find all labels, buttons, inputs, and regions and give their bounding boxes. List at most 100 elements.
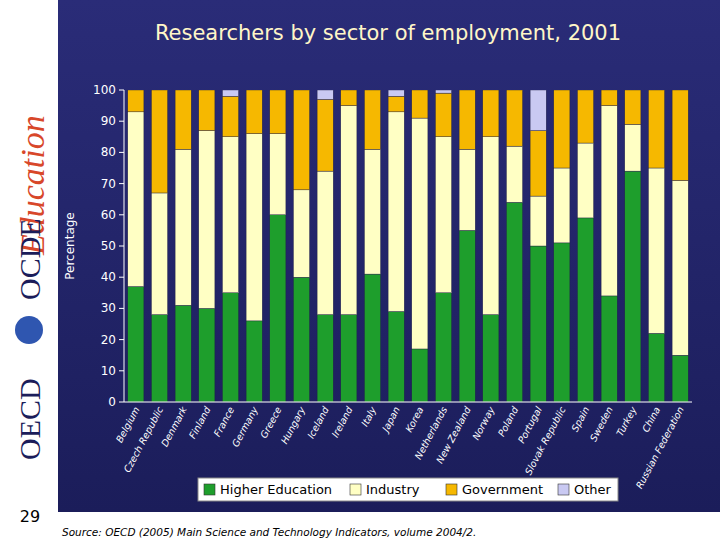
bar-segment: [672, 180, 688, 355]
y-tick: [119, 152, 124, 153]
bar-segment: [648, 168, 664, 333]
bar-segment: [530, 246, 546, 402]
legend-label: Higher Education: [220, 482, 332, 497]
bar-segment: [317, 315, 333, 402]
bar-segment: [388, 112, 404, 312]
bar-segment: [435, 293, 451, 402]
bar-segment: [175, 305, 191, 402]
bar-segment: [293, 277, 309, 402]
bar-segment: [222, 293, 238, 402]
bar-segment: [554, 90, 570, 91]
bar-segment: [151, 193, 167, 315]
legend-label: Other: [574, 482, 612, 497]
bar-segment: [577, 90, 593, 91]
bar-segment: [601, 90, 617, 91]
legend-box: [198, 478, 618, 501]
bar-segment: [412, 90, 428, 118]
y-axis: [124, 90, 125, 402]
bar-segment: [317, 90, 333, 99]
bar-segment: [246, 90, 262, 134]
bar-segment: [435, 93, 451, 137]
bar-segment: [317, 99, 333, 171]
legend-swatch: [350, 484, 361, 495]
bar-segment: [364, 274, 380, 402]
x-tick-label: Hungary: [279, 404, 308, 445]
x-tick-label: Russian Federation: [633, 405, 686, 491]
legend-swatch: [558, 484, 569, 495]
bar-segment: [270, 90, 286, 134]
bar-segment: [672, 355, 688, 402]
y-tick: [119, 402, 124, 403]
bar-segment: [672, 90, 688, 180]
bar-segment: [317, 171, 333, 315]
y-tick: [119, 183, 124, 184]
bar-segment: [483, 137, 499, 315]
bar-segment: [246, 134, 262, 321]
bar-segment: [506, 90, 522, 146]
bar-segment: [601, 90, 617, 106]
chart: EducationOCDEOECD29Researchers by sector…: [0, 0, 720, 540]
bar-segment: [388, 96, 404, 112]
bar-segment: [246, 321, 262, 402]
bar-segment: [246, 90, 262, 91]
bar-segment: [459, 90, 475, 91]
x-tick-label: Sweden: [588, 405, 615, 443]
bar-segment: [364, 149, 380, 274]
x-tick-label: Poland: [496, 404, 521, 438]
bar-segment: [625, 90, 641, 91]
bar-segment: [199, 308, 215, 402]
bar-segment: [648, 333, 664, 402]
bar-segment: [199, 90, 215, 91]
bar-segment: [128, 112, 144, 287]
bar-segment: [483, 90, 499, 91]
bar-segment: [435, 137, 451, 293]
bar-segment: [625, 90, 641, 124]
bar-segment: [459, 230, 475, 402]
bar-segment: [364, 90, 380, 91]
brand-oecd: OECD: [13, 378, 46, 460]
title: Researchers by sector of employment, 200…: [155, 21, 621, 45]
bar-segment: [601, 296, 617, 402]
bar-segment: [151, 90, 167, 193]
bar-segment: [175, 149, 191, 305]
y-tick: [119, 277, 124, 278]
bar-segment: [459, 149, 475, 230]
x-tick-label: Iceland: [305, 404, 331, 440]
bar-segment: [270, 90, 286, 91]
bar-segment: [222, 96, 238, 137]
bar-segment: [530, 90, 546, 131]
y-tick-label: 60: [101, 208, 116, 222]
bar-segment: [222, 90, 238, 96]
y-tick-label: 40: [101, 270, 116, 284]
bar-segment: [483, 315, 499, 402]
bar-segment: [625, 124, 641, 171]
x-tick-label: Ireland: [329, 404, 355, 439]
x-axis: [124, 402, 692, 403]
bar-segment: [128, 90, 144, 112]
bar-segment: [577, 218, 593, 402]
bar-segment: [483, 90, 499, 137]
y-tick: [119, 246, 124, 247]
bar-segment: [412, 90, 428, 91]
bar-segment: [151, 90, 167, 91]
x-tick-label: China: [640, 405, 663, 434]
bar-segment: [672, 90, 688, 91]
y-tick: [119, 214, 124, 215]
x-tick-label: Norway: [470, 404, 497, 441]
bar-segment: [364, 90, 380, 149]
x-tick-label: Greece: [258, 405, 284, 440]
bar-segment: [459, 90, 475, 149]
bar-segment: [293, 90, 309, 190]
bar-segment: [577, 143, 593, 218]
bar-segment: [270, 134, 286, 215]
y-tick: [119, 339, 124, 340]
x-tick-label: Italy: [359, 404, 379, 428]
bar-segment: [341, 106, 357, 315]
bar-segment: [530, 196, 546, 246]
y-tick: [119, 90, 124, 91]
brand-ocde: OCDE: [13, 218, 46, 300]
y-tick-label: 90: [101, 114, 116, 128]
slide-bg: [58, 0, 720, 512]
bar-segment: [270, 215, 286, 402]
bar-segment: [648, 90, 664, 91]
